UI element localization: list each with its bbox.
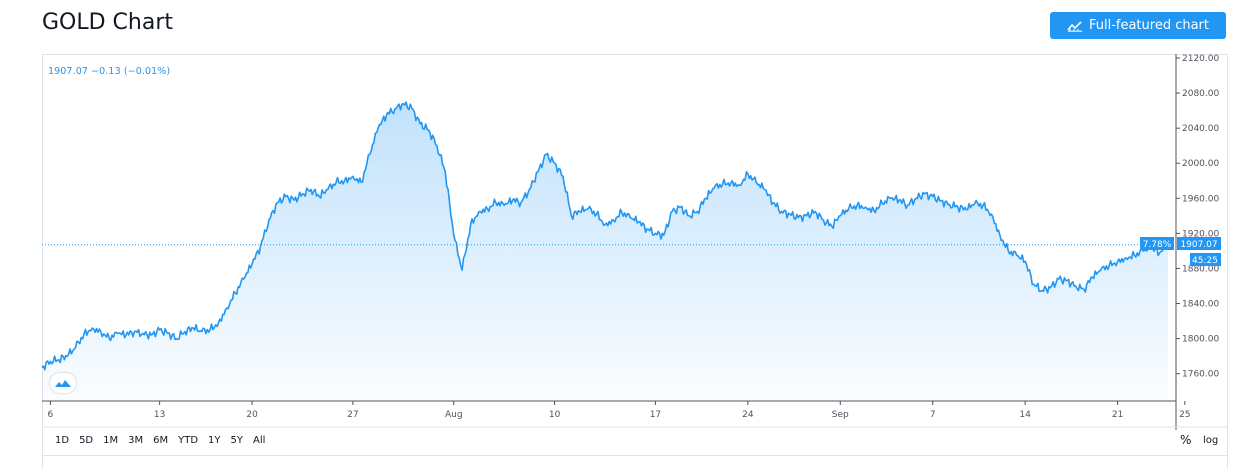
x-tick-label: 20 bbox=[246, 410, 258, 420]
y-tick-label: 2080.00 bbox=[1182, 89, 1219, 99]
price-area bbox=[42, 102, 1168, 400]
y-tick-label: 2040.00 bbox=[1182, 124, 1219, 134]
x-axis: 6132027Aug101724Sep7142125Oct bbox=[42, 400, 1228, 428]
y-axis: 1760.00 1800.00 1840.00 1880.00 1920.00 1960.… bbox=[1175, 54, 1219, 430]
x-tick-label: 10 bbox=[549, 410, 561, 420]
log-scale-toggle[interactable]: log bbox=[1203, 435, 1219, 446]
x-tick-label: 25 bbox=[1179, 410, 1190, 420]
range-button-ytd[interactable]: YTD bbox=[178, 435, 199, 446]
y-tick-label: 2120.00 bbox=[1182, 54, 1219, 64]
y-tick-label: 1880.00 bbox=[1182, 264, 1219, 274]
price-tags: 7.78% 1907.07 45:25 bbox=[1140, 237, 1221, 266]
price-legend: 1907.07 −0.13 (−0.01%) bbox=[48, 66, 171, 77]
range-button-5y[interactable]: 5Y bbox=[230, 435, 244, 446]
price-line bbox=[41, 101, 1169, 371]
tradingview-logo-icon[interactable] bbox=[50, 373, 76, 393]
x-tick-label: 13 bbox=[154, 410, 165, 420]
full-featured-chart-button[interactable]: Full-featured chart bbox=[1050, 12, 1226, 39]
y-tick-label: 1800.00 bbox=[1182, 335, 1219, 345]
x-tick-label: Aug bbox=[445, 410, 463, 420]
last-price-tag: 1907.07 bbox=[1180, 240, 1217, 250]
x-tick-label: Sep bbox=[832, 410, 849, 420]
countdown-tag-bg bbox=[1190, 253, 1221, 266]
x-tick-label: 7 bbox=[930, 410, 936, 420]
chart-line-icon bbox=[1067, 20, 1082, 32]
range-button-1d[interactable]: 1D bbox=[55, 435, 70, 446]
percent-tag-bg bbox=[1140, 237, 1174, 250]
last-price-tag-bg bbox=[1177, 237, 1221, 250]
full-featured-chart-label: Full-featured chart bbox=[1088, 18, 1210, 33]
y-tick-label: 1960.00 bbox=[1182, 194, 1219, 204]
countdown-tag: 45:25 bbox=[1192, 256, 1218, 266]
range-button-6m[interactable]: 6M bbox=[153, 435, 169, 446]
x-tick-label: 24 bbox=[742, 410, 754, 420]
y-tick-label: 1840.00 bbox=[1182, 300, 1219, 310]
range-button-1y[interactable]: 1Y bbox=[208, 435, 221, 446]
range-button-3m[interactable]: 3M bbox=[128, 435, 144, 446]
range-button-all[interactable]: All bbox=[253, 435, 266, 446]
page-title: GOLD Chart bbox=[42, 10, 174, 35]
y-tick-label: 1920.00 bbox=[1182, 229, 1219, 239]
x-tick-label: 17 bbox=[650, 410, 661, 420]
x-tick-label: 27 bbox=[347, 410, 358, 420]
range-button-1m[interactable]: 1M bbox=[103, 435, 119, 446]
y-tick-label: 1760.00 bbox=[1182, 370, 1219, 380]
y-tick-label: 2000.00 bbox=[1182, 159, 1219, 169]
percent-scale-toggle[interactable]: % bbox=[1180, 433, 1192, 447]
x-tick-label: 6 bbox=[48, 410, 54, 420]
percent-tag: 7.78% bbox=[1143, 240, 1172, 250]
bottom-divider bbox=[42, 455, 1228, 456]
chart-frame bbox=[42, 54, 1228, 469]
range-button-5d[interactable]: 5D bbox=[79, 435, 94, 446]
range-buttons: 1D 5D 1M 3M 6M YTD 1Y 5Y All bbox=[55, 435, 275, 446]
x-tick-label: 14 bbox=[1019, 410, 1031, 420]
x-tick-label: 21 bbox=[1112, 410, 1123, 420]
